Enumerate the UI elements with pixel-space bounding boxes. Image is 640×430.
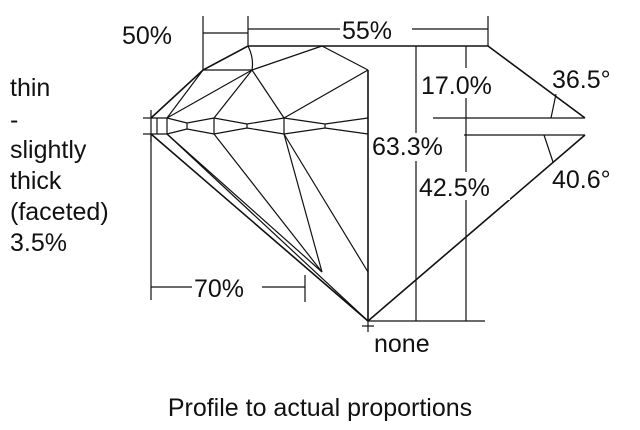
girdle-line: 3.5% <box>10 229 67 257</box>
pavilion-depth-label: 42.5% <box>419 174 490 202</box>
diamond-outline <box>143 45 586 332</box>
table-label: 55% <box>342 17 392 45</box>
total-depth-label: 63.3% <box>372 133 443 161</box>
labels: 50% 55% 17.0% 36.5° 63.3% 42.5% 40.6° 70… <box>10 17 611 422</box>
girdle-line: thick <box>10 167 62 195</box>
crown-angle-label: 36.5° <box>552 66 611 94</box>
crown-height-left-label: 50% <box>122 22 172 50</box>
girdle-label: thin - slightly thick (faceted) 3.5% <box>10 74 109 257</box>
pavilion-angle-label: 40.6° <box>552 166 611 194</box>
girdle-line: - <box>10 106 18 134</box>
girdle-line: slightly <box>10 136 87 164</box>
caption: Profile to actual proportions <box>168 394 472 422</box>
crown-height-label: 17.0% <box>421 72 492 100</box>
girdle-line: (faceted) <box>10 198 109 226</box>
lower-half-label: 70% <box>194 275 244 303</box>
culet-label: none <box>374 330 430 358</box>
girdle-line: thin <box>10 74 50 102</box>
